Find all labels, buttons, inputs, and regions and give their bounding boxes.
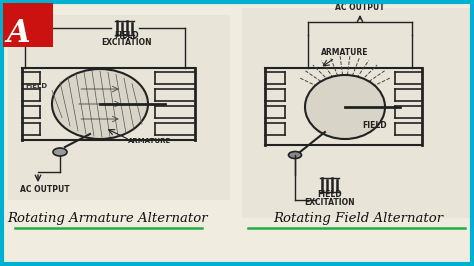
Text: AC OUTPUT: AC OUTPUT [335,3,385,12]
Text: FIELD: FIELD [318,190,342,199]
Text: FIELD: FIELD [362,121,387,130]
Text: FIELD: FIELD [115,31,139,40]
Text: EXCITATION: EXCITATION [102,38,152,47]
Text: ARMATURE: ARMATURE [128,138,171,144]
Text: Rotating Armature Alternator: Rotating Armature Alternator [8,212,208,225]
Text: ARMATURE: ARMATURE [321,48,369,57]
Text: AC OUTPUT: AC OUTPUT [20,185,70,194]
Text: EXCITATION: EXCITATION [305,198,356,207]
Text: A: A [6,18,29,49]
Bar [3,3,53,47]
Ellipse shape [289,152,301,159]
Ellipse shape [53,148,67,156]
Ellipse shape [52,69,148,139]
Ellipse shape [305,75,385,139]
Bar [8,15,230,200]
Bar [242,8,470,218]
Text: Rotating Field Alternator: Rotating Field Alternator [273,212,443,225]
Text: FIELD: FIELD [25,83,47,89]
